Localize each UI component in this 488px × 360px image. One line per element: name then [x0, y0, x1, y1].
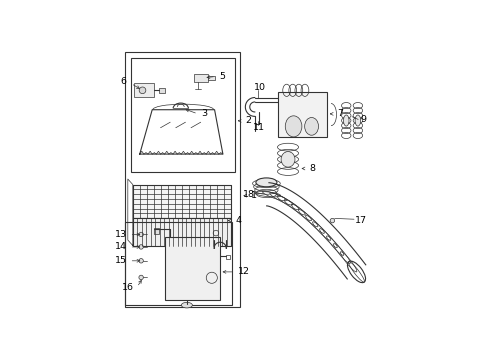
Ellipse shape — [343, 115, 348, 126]
Bar — [125, 222, 232, 305]
Bar — [159, 87, 164, 93]
Text: 1: 1 — [251, 191, 257, 200]
Bar — [193, 74, 207, 82]
Text: 9: 9 — [359, 115, 366, 124]
Ellipse shape — [281, 152, 294, 167]
Text: 15: 15 — [115, 256, 126, 265]
Text: 7: 7 — [336, 109, 343, 118]
Ellipse shape — [255, 178, 276, 187]
Bar — [153, 228, 159, 234]
Bar — [133, 218, 231, 246]
Text: 12: 12 — [237, 267, 249, 276]
Text: 10: 10 — [253, 83, 265, 92]
Ellipse shape — [354, 115, 360, 126]
Circle shape — [139, 87, 145, 94]
Text: 14: 14 — [115, 242, 126, 251]
Bar — [125, 51, 240, 307]
Circle shape — [139, 258, 143, 263]
Circle shape — [139, 232, 143, 237]
Text: 11: 11 — [252, 123, 264, 132]
Text: 5: 5 — [219, 72, 225, 81]
Text: 18: 18 — [242, 190, 254, 199]
Bar — [225, 255, 229, 259]
Text: 6: 6 — [120, 77, 126, 86]
Text: 2: 2 — [244, 116, 250, 125]
Ellipse shape — [181, 302, 192, 308]
Bar — [134, 84, 153, 97]
Bar — [207, 76, 214, 80]
Text: 4: 4 — [235, 216, 241, 225]
Text: 3: 3 — [201, 109, 207, 118]
Bar — [131, 58, 234, 172]
Circle shape — [329, 219, 334, 223]
Bar — [164, 237, 220, 300]
Bar — [278, 92, 326, 138]
Text: 17: 17 — [354, 216, 366, 225]
Circle shape — [139, 275, 143, 280]
Ellipse shape — [285, 116, 301, 137]
Ellipse shape — [304, 117, 318, 135]
Text: 13: 13 — [114, 230, 126, 239]
Text: 16: 16 — [122, 283, 134, 292]
Bar — [133, 185, 231, 218]
Circle shape — [139, 245, 143, 249]
Text: 8: 8 — [309, 164, 315, 173]
